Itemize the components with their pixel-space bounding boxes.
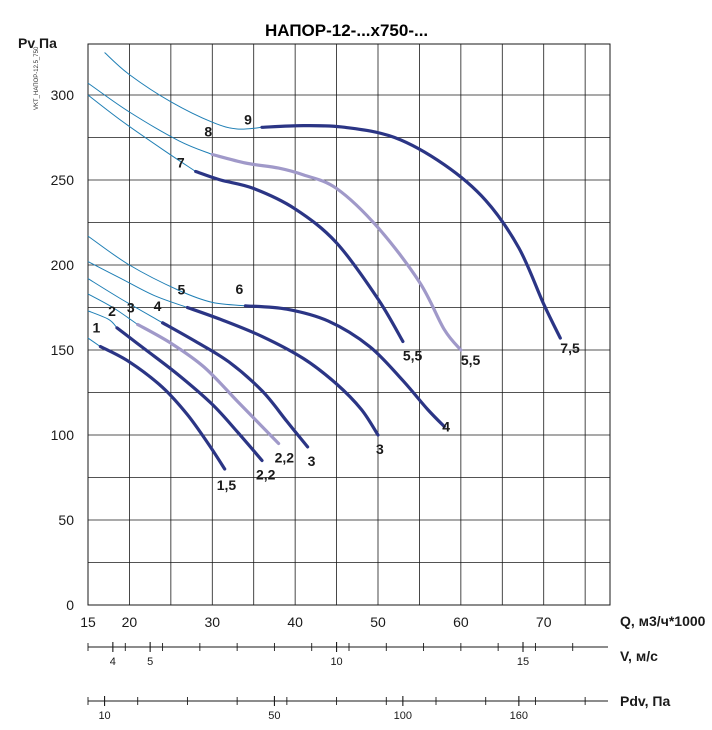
x-tick-label: 20 xyxy=(122,614,138,630)
series-label-8: 8 xyxy=(204,124,212,140)
x-tick-label: 60 xyxy=(453,614,469,630)
series-end-label-7: 5,5 xyxy=(403,348,423,364)
series-line-9 xyxy=(260,123,562,340)
series-line-thin-7 xyxy=(87,94,196,172)
series-label-4: 4 xyxy=(154,298,162,314)
y-axis-label: Pv Па xyxy=(18,35,57,51)
series-end-label-4: 3 xyxy=(308,453,316,469)
series-line-2 xyxy=(115,326,264,463)
series-line-7 xyxy=(194,169,405,344)
velocity-axis-tick-label: 15 xyxy=(517,656,529,668)
curves xyxy=(87,52,562,471)
series-label-2: 2 xyxy=(108,303,116,319)
series-label-6: 6 xyxy=(236,281,244,297)
dynamic-pressure-axis-label: Pdv, Па xyxy=(620,693,670,709)
y-tick-label: 250 xyxy=(51,172,75,188)
series-line-thin-2 xyxy=(87,310,118,329)
series-end-label-6: 4 xyxy=(442,419,450,435)
series-line-6 xyxy=(243,304,446,429)
series-end-label-5: 3 xyxy=(376,441,384,457)
x-tick-label: 70 xyxy=(536,614,552,630)
y-tick-label: 300 xyxy=(51,87,75,103)
y-tick-label: 50 xyxy=(58,512,74,528)
y-tick-label: 200 xyxy=(51,257,75,273)
x-axis-label: Q, м3/ч*1000 xyxy=(620,613,706,629)
series-line-thin-8 xyxy=(87,82,213,155)
series-line-thin-6 xyxy=(87,235,246,307)
y-tick-label: 0 xyxy=(66,597,74,613)
y-tick-label: 150 xyxy=(51,342,75,358)
x-tick-label: 50 xyxy=(370,614,386,630)
x-tick-label: 15 xyxy=(80,614,96,630)
series-line-1 xyxy=(98,345,227,471)
dynamic-pressure-axis-tick-label: 100 xyxy=(394,710,412,722)
grid xyxy=(87,43,611,606)
velocity-axis-tick-label: 4 xyxy=(110,656,116,668)
velocity-axis-label: V, м/с xyxy=(620,648,658,664)
series-line-thin-1 xyxy=(87,337,101,348)
series-end-label-2: 2,2 xyxy=(256,467,276,483)
series-label-3: 3 xyxy=(127,300,135,316)
dynamic-pressure-axis-tick-label: 160 xyxy=(510,710,528,722)
dynamic-pressure-axis-tick-label: 10 xyxy=(98,710,110,722)
x-tick-label: 40 xyxy=(287,614,303,630)
series-line-8 xyxy=(210,152,463,352)
plot-frame xyxy=(87,43,611,606)
chart-side-id: VKT_НАПОР-12.5_750 xyxy=(34,46,40,110)
y-tick-label: 100 xyxy=(51,427,75,443)
series-label-7: 7 xyxy=(177,155,185,171)
chart-title: НАПОР-12-...х750-... xyxy=(265,21,428,40)
series-end-label-3: 2,2 xyxy=(275,450,295,466)
series-line-thin-4 xyxy=(87,278,163,324)
x-tick-label: 30 xyxy=(204,614,220,630)
velocity-axis-tick-label: 10 xyxy=(330,656,342,668)
series-end-label-1: 1,5 xyxy=(217,477,237,493)
series-end-label-8: 5,5 xyxy=(461,352,481,368)
series-label-9: 9 xyxy=(244,111,252,127)
curve-labels: 1 1,5 2 2,2 3 2,2 4 3 5 3 6 4 7 5,5 8 5,5 9 7,5 xyxy=(93,111,580,493)
dynamic-pressure-axis: 10 50 100 160 xyxy=(87,696,608,722)
dynamic-pressure-axis-tick-label: 50 xyxy=(268,710,280,722)
series-label-5: 5 xyxy=(178,282,186,298)
series-line-4 xyxy=(161,321,310,449)
series-line-3 xyxy=(136,322,281,446)
series-line-thin-5 xyxy=(87,261,188,308)
velocity-axis-tick-label: 5 xyxy=(147,656,153,668)
velocity-axis: 4 5 10 15 xyxy=(87,642,608,668)
series-line-5 xyxy=(185,305,380,437)
series-end-label-9: 7,5 xyxy=(560,340,580,356)
series-line-thin-3 xyxy=(87,293,138,325)
series-label-1: 1 xyxy=(93,320,101,336)
series-line-thin-9 xyxy=(104,52,263,130)
